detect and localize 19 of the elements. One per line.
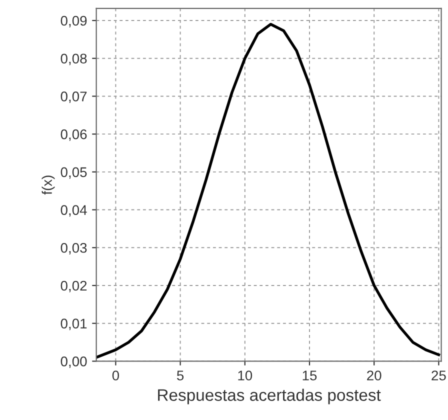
y-tick-label: 0,01	[60, 318, 87, 330]
y-tick-label: 0,08	[60, 54, 87, 66]
x-tick-label: 15	[302, 370, 317, 380]
y-tick-label: 0,03	[60, 242, 87, 254]
x-tick-label: 5	[176, 370, 184, 380]
y-tick-label: 0,07	[60, 92, 87, 104]
y-tick-label: 0,09	[60, 16, 87, 28]
y-tick-label: 0,06	[60, 129, 87, 141]
y-tick-label: 0,00	[60, 356, 87, 368]
y-tick-label: 0,04	[60, 205, 87, 217]
y-axis-title: f(x)	[42, 176, 55, 195]
line-series	[96, 22, 440, 359]
x-tick-label: 10	[238, 370, 252, 380]
x-tick-label: 25	[432, 370, 446, 380]
x-tick-label: 20	[367, 370, 382, 380]
x-tick-label: 0	[112, 370, 120, 380]
x-axis-title: Respuestas acertadas postest	[158, 388, 381, 404]
y-tick-label: 0,05	[60, 167, 87, 179]
y-tick-label: 0,02	[60, 280, 87, 292]
